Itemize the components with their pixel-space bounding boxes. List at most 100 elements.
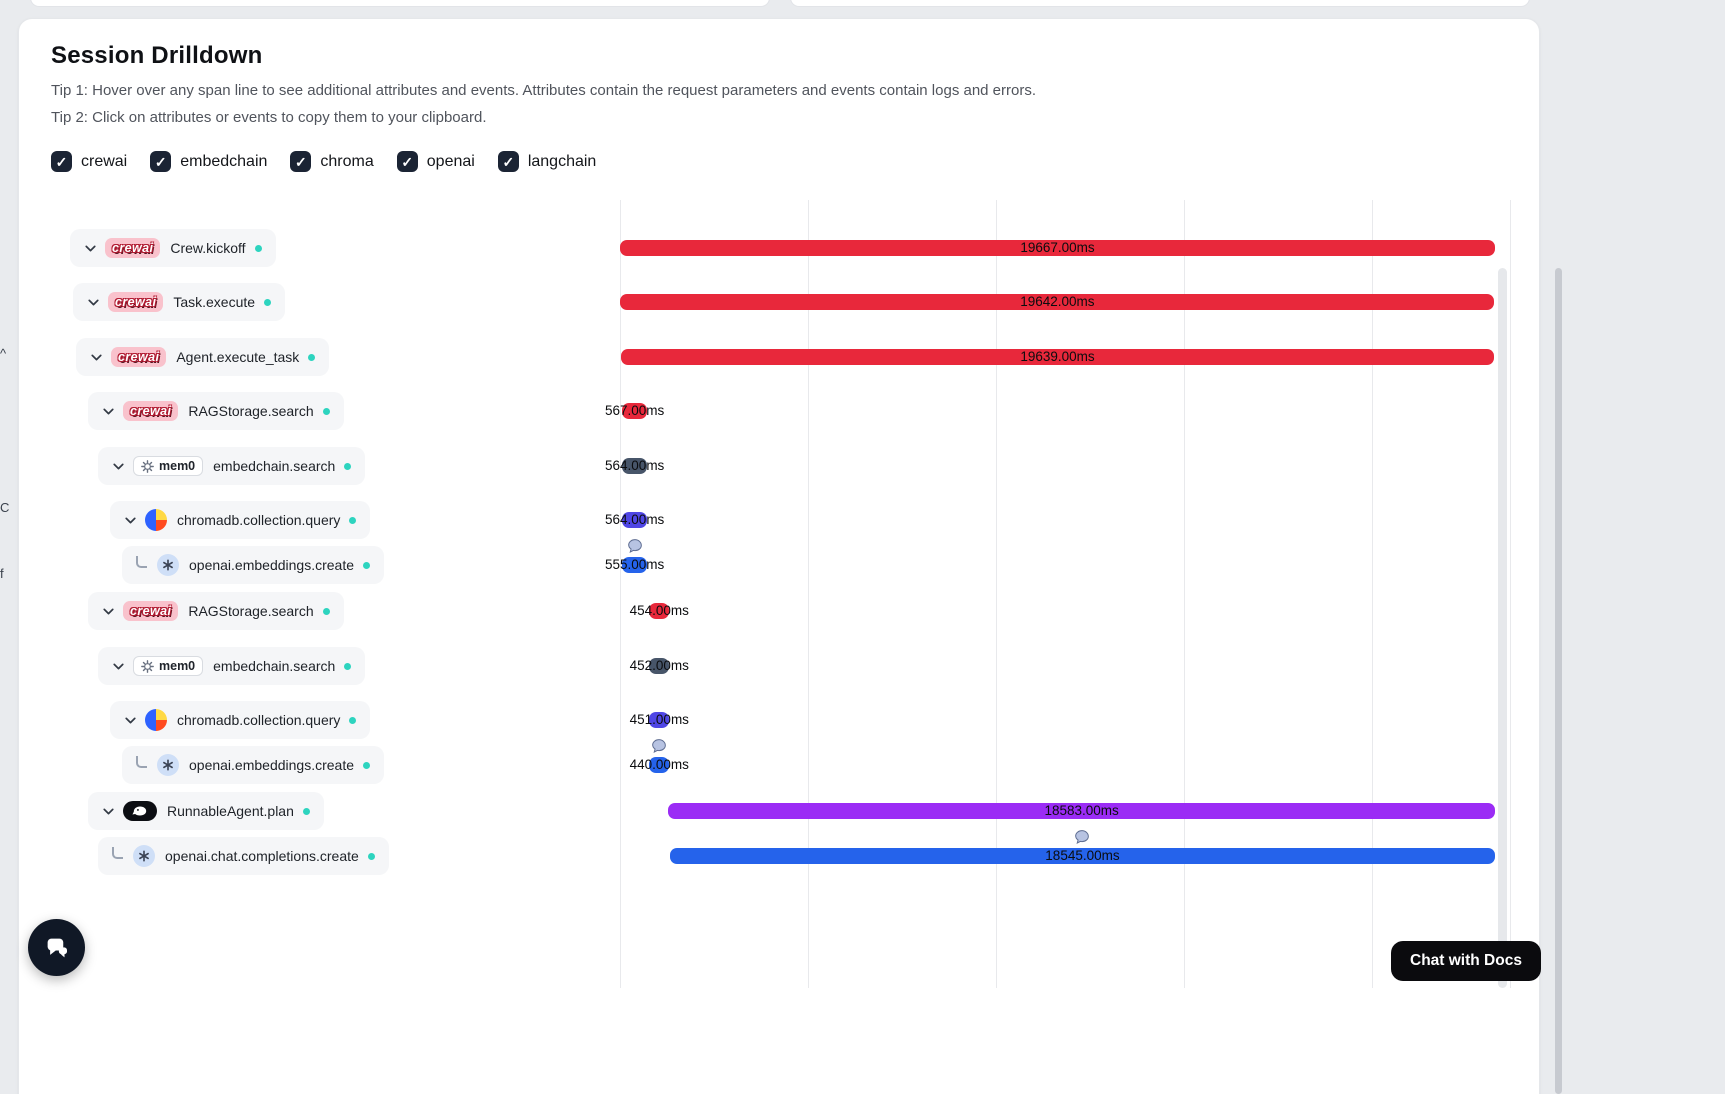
filter-crewai[interactable]: ✓ crewai [51,151,127,172]
chevron-down-icon[interactable] [119,712,141,729]
chroma-logo [145,709,167,731]
duration-label: 564.00ms [605,458,665,473]
crewai-logo-text: crewai [118,350,160,364]
openai-logo [133,845,155,867]
crewai-logo: crewai [111,347,167,367]
gear-icon [141,459,154,473]
langchain-parrot-logo [123,801,157,821]
filter-label: embedchain [180,152,268,170]
span-bar-RAGStorage.search[interactable] [622,403,648,419]
span-bar-chromadb.collection.query[interactable] [649,712,670,728]
checkbox-checked-icon[interactable]: ✓ [290,151,312,172]
chevron-down-icon[interactable] [97,603,119,620]
span-name-label: openai.chat.completions.create [165,848,359,864]
span-row-embedchain.search[interactable]: mem0 embedchain.search [98,447,366,485]
span-row-openai.embeddings.create[interactable]: openai.embeddings.create [122,546,385,584]
openai-logo [157,754,179,776]
span-bar-openai.embeddings.create[interactable] [649,757,669,773]
span-name-label: RAGStorage.search [188,603,314,619]
crewai-logo: crewai [123,601,179,621]
crewai-logo-text: crewai [112,241,154,255]
chevron-down-icon[interactable] [107,458,129,475]
status-dot [302,807,310,815]
status-dot [322,407,330,415]
chevron-down-icon[interactable] [97,803,119,820]
span-bar-Task.execute[interactable] [620,294,1495,310]
chevron-down-icon[interactable] [97,403,119,420]
waterfall-scrollbar-thumb[interactable] [1498,268,1507,988]
span-bar-openai.embeddings.create[interactable] [622,557,647,573]
filter-label: crewai [81,152,128,170]
duration-label: 555.00ms [605,557,665,572]
filter-openai[interactable]: ✓ openai [396,151,475,172]
span-row-Task.execute[interactable]: crewai Task.execute [73,283,286,321]
duration-label: 452.00ms [629,658,689,673]
timeline-gridline [1510,200,1511,988]
span-row-RAGStorage.search[interactable]: crewai RAGStorage.search [88,592,344,630]
span-bar-openai.chat.completions.create[interactable] [669,848,1495,864]
crewai-logo: crewai [123,401,179,421]
timeline-gridline [808,200,809,988]
openai-logo [157,554,179,576]
chat-launcher-button[interactable] [28,919,85,976]
span-name-label: openai.embeddings.create [189,557,355,573]
crewai-logo-text: crewai [130,604,172,618]
chevron-down-icon[interactable] [119,512,141,529]
chevron-down-icon[interactable] [85,349,107,366]
chevron-down-icon[interactable] [107,658,129,675]
duration-label: 567.00ms [604,403,665,418]
filter-bar: ✓ crewai ✓ embedchain ✓ chroma ✓ openai ✓ langcha… [51,151,596,172]
status-dot [254,244,262,252]
chroma-logo [145,509,167,531]
mem0-logo: mem0 [133,456,204,476]
tree-elbow-connector [136,556,147,568]
status-dot [349,716,357,724]
clipped-text-fragment: C [0,500,9,515]
mem0-logo-text: mem0 [159,459,196,473]
chat-with-docs-button[interactable]: Chat with Docs [1391,941,1541,981]
span-name-label: RunnableAgent.plan [167,803,294,819]
filter-embedchain[interactable]: ✓ embedchain [150,151,267,172]
span-bar-chromadb.collection.query[interactable] [622,512,648,528]
span-row-chromadb.collection.query[interactable]: chromadb.collection.query [110,501,371,539]
checkbox-checked-icon[interactable]: ✓ [497,151,519,172]
span-row-Agent.execute_task[interactable]: crewai Agent.execute_task [76,338,330,376]
page-scrollbar-thumb[interactable] [1555,268,1562,1094]
crewai-logo: crewai [108,292,164,312]
span-name-label: embedchain.search [213,658,336,674]
span-bar-embedchain.search[interactable] [622,458,648,474]
duration-label: 440.00ms [629,757,689,772]
span-bar-embedchain.search[interactable] [649,658,670,674]
filter-chroma[interactable]: ✓ chroma [290,151,374,172]
span-row-RAGStorage.search[interactable]: crewai RAGStorage.search [88,392,344,430]
chevron-down-icon[interactable] [82,294,104,311]
duration-label: 18545.00ms [1045,848,1120,863]
span-row-openai.chat.completions.create[interactable]: openai.chat.completions.create [98,837,389,875]
span-row-chromadb.collection.query[interactable]: chromadb.collection.query [110,701,371,739]
checkbox-checked-icon[interactable]: ✓ [51,151,72,172]
event-speech-bubble-icon[interactable] [627,538,643,559]
checkbox-checked-icon[interactable]: ✓ [396,151,418,172]
span-name-label: Agent.execute_task [176,349,300,365]
chevron-down-icon[interactable] [79,240,101,257]
mem0-logo-text: mem0 [159,659,196,673]
status-dot [344,462,352,470]
span-bar-RAGStorage.search[interactable] [649,603,670,619]
chat-bubbles-icon [42,933,72,963]
filter-langchain[interactable]: ✓ langchain [497,151,596,172]
event-speech-bubble-icon[interactable] [1074,829,1090,850]
duration-label: 451.00ms [629,712,689,727]
span-bar-Crew.kickoff[interactable] [620,240,1495,256]
span-row-embedchain.search[interactable]: mem0 embedchain.search [98,647,366,685]
crewai-logo: crewai [105,238,161,258]
duration-label: 18583.00ms [1044,803,1119,818]
span-bar-Agent.execute_task[interactable] [620,349,1495,365]
event-speech-bubble-icon[interactable] [651,738,667,759]
duration-label: 19639.00ms [1020,349,1095,364]
span-bar-RunnableAgent.plan[interactable] [668,803,1495,819]
span-row-RunnableAgent.plan[interactable]: RunnableAgent.plan [88,792,324,830]
tip-1: Tip 1: Hover over any span line to see a… [51,82,1037,99]
span-row-Crew.kickoff[interactable]: crewai Crew.kickoff [70,229,276,267]
checkbox-checked-icon[interactable]: ✓ [150,151,172,172]
span-row-openai.embeddings.create[interactable]: openai.embeddings.create [122,746,385,784]
